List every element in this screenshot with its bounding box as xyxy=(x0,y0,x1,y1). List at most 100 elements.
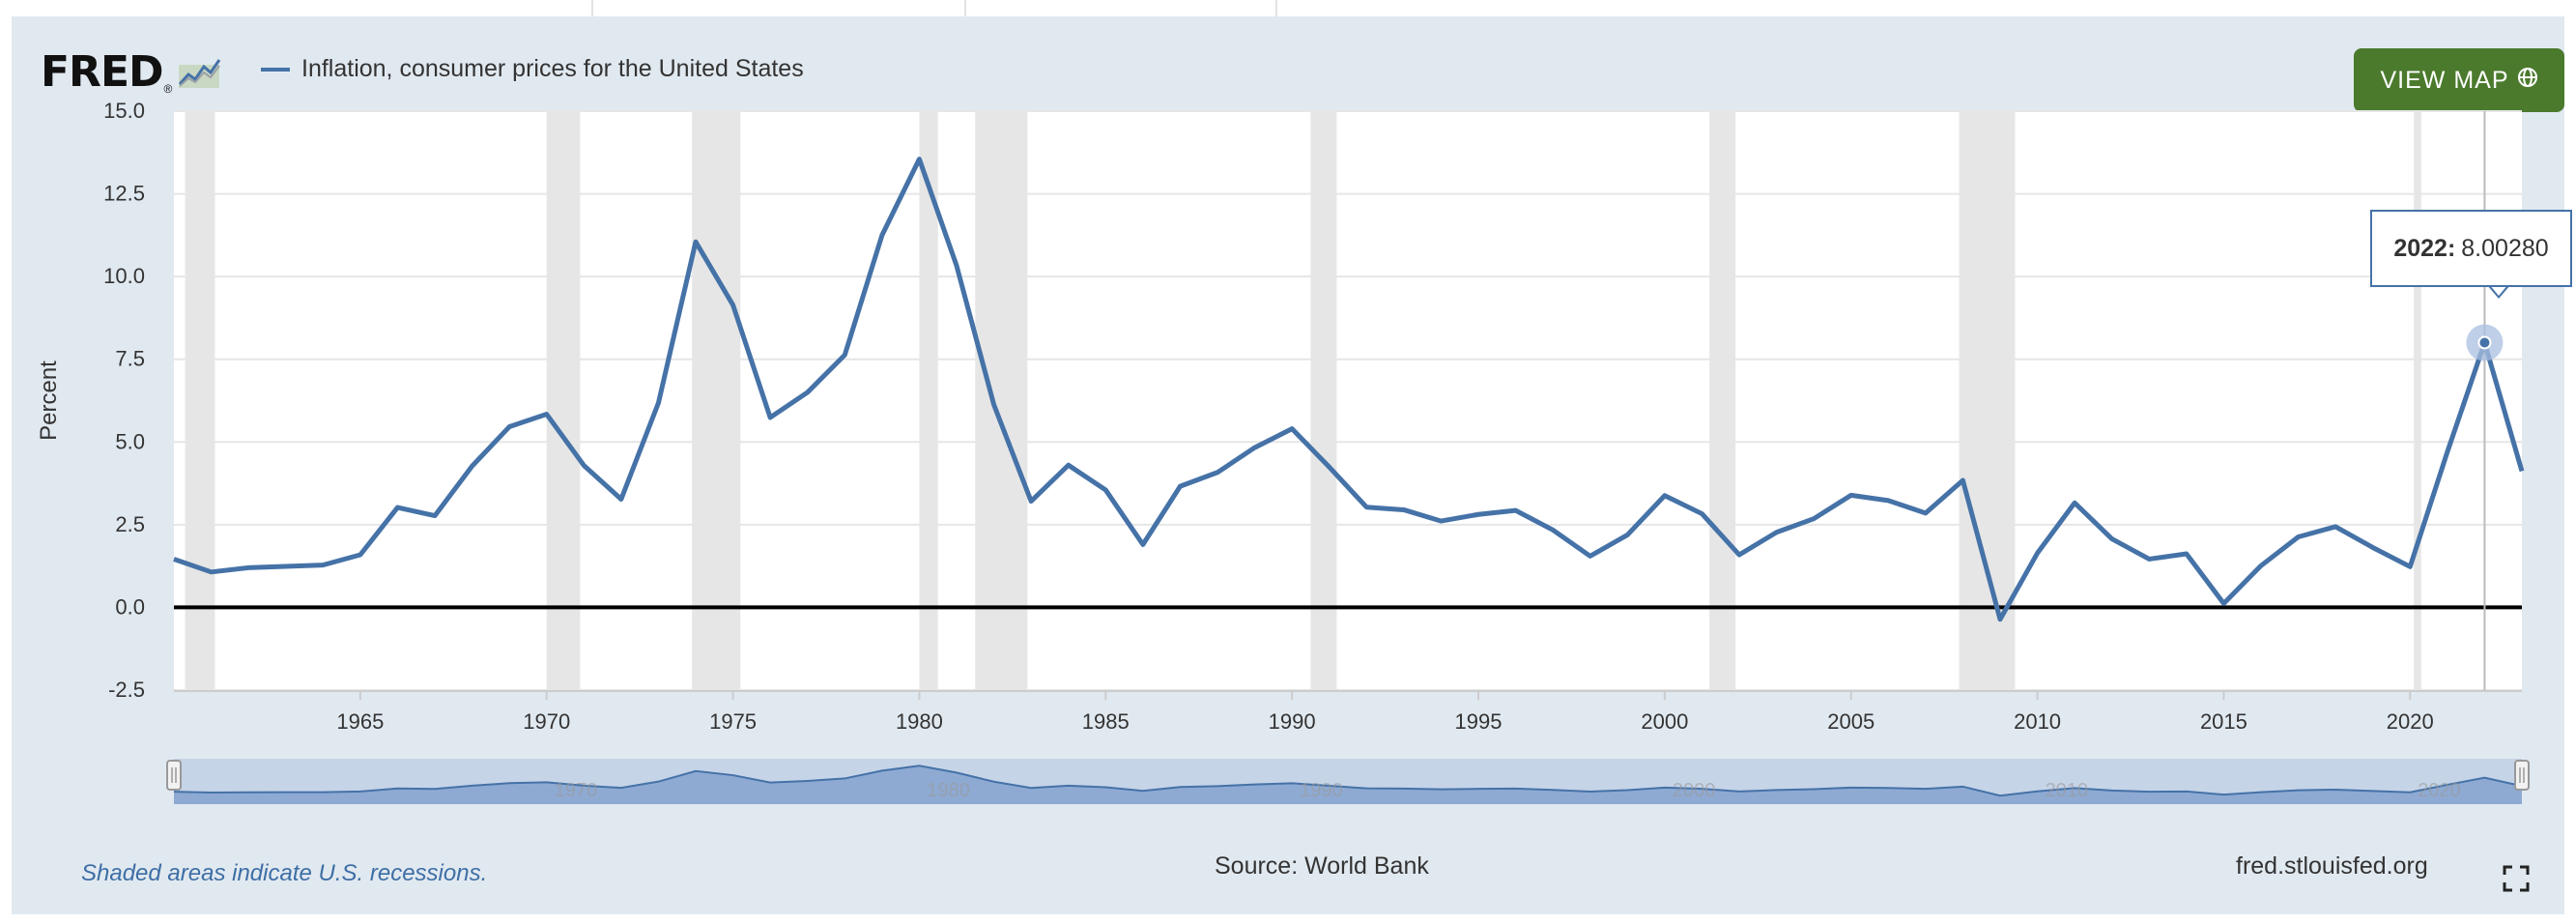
series-legend[interactable]: Inflation, consumer prices for the Unite… xyxy=(261,55,804,83)
data-point xyxy=(395,505,399,509)
data-point xyxy=(1029,500,1033,504)
fred-logo[interactable]: FRED ® xyxy=(41,45,222,100)
data-point xyxy=(1886,499,1890,503)
legend-label: Inflation, consumer prices for the Unite… xyxy=(301,55,804,82)
plot-background xyxy=(174,111,2522,690)
recession-note: Shaded areas indicate U.S. recessions. xyxy=(81,860,488,886)
x-tick-label: 1980 xyxy=(896,709,943,734)
navigator-left-handle[interactable] xyxy=(166,760,182,791)
data-point xyxy=(1141,542,1145,546)
data-point xyxy=(619,498,623,502)
fred-chart-icon xyxy=(179,59,221,88)
navigator-line xyxy=(173,765,2523,797)
y-tick-label: 7.5 xyxy=(115,347,145,371)
highlight-point xyxy=(2477,335,2492,350)
data-point xyxy=(2297,535,2301,539)
recession-band xyxy=(1310,111,1337,690)
recession-band xyxy=(975,111,1028,690)
x-tick-label: 2005 xyxy=(1827,709,1875,734)
site-link[interactable]: fred.stlouisfed.org xyxy=(2236,852,2428,880)
data-point xyxy=(1551,528,1555,532)
top-divider xyxy=(1275,0,1277,16)
data-point xyxy=(1514,508,1518,512)
x-tick-label: 2020 xyxy=(2387,709,2434,734)
y-tick-label: 0.0 xyxy=(115,594,145,619)
data-point xyxy=(2073,501,2076,505)
data-point xyxy=(545,413,549,417)
data-point xyxy=(1103,488,1107,492)
globe-icon xyxy=(2517,67,2538,95)
x-tick-label: 2010 xyxy=(2014,709,2061,734)
y-tick-label: 5.0 xyxy=(115,429,145,453)
view-map-label: VIEW MAP xyxy=(2380,66,2509,94)
data-point xyxy=(1961,478,1964,482)
data-point xyxy=(471,464,474,468)
data-point xyxy=(768,416,772,419)
data-point xyxy=(2371,545,2375,549)
data-point xyxy=(1737,553,1741,557)
data-point xyxy=(1402,507,1406,511)
data-point xyxy=(1998,618,2002,621)
view-map-button[interactable]: VIEW MAP xyxy=(2354,48,2564,112)
y-tick-label: 10.0 xyxy=(103,264,145,288)
navigator-right-handle[interactable] xyxy=(2514,760,2530,791)
data-point xyxy=(806,390,810,394)
data-point xyxy=(321,563,325,567)
data-point xyxy=(433,514,437,518)
data-point xyxy=(1364,505,1368,509)
data-point xyxy=(1812,517,1816,521)
data-point xyxy=(2147,557,2151,561)
recession-band xyxy=(185,111,215,690)
data-point xyxy=(955,264,959,268)
data-point xyxy=(284,564,288,568)
x-tick-label: 2000 xyxy=(1641,709,1688,734)
x-tick-label: 1970 xyxy=(523,709,570,734)
data-point xyxy=(1178,484,1182,488)
data-point xyxy=(2259,563,2263,567)
x-tick-label: 1995 xyxy=(1455,709,1503,734)
data-point xyxy=(1775,531,1779,534)
recession-band xyxy=(1709,111,1736,690)
data-point xyxy=(917,158,921,161)
top-divider xyxy=(964,0,966,16)
data-point xyxy=(210,570,214,574)
data-point xyxy=(2036,551,2040,555)
y-tick-label: 12.5 xyxy=(103,182,145,206)
data-point xyxy=(694,240,698,244)
y-axis-label: Percent xyxy=(36,361,62,441)
data-point xyxy=(1328,465,1331,469)
source-label: Source: World Bank xyxy=(1215,852,1429,880)
chart-tooltip: 2022: 8.00280 xyxy=(2370,210,2572,287)
data-point xyxy=(507,425,511,429)
data-point xyxy=(358,553,362,557)
recession-band xyxy=(919,111,938,690)
x-tick-label: 1975 xyxy=(709,709,757,734)
data-point xyxy=(1216,471,1219,475)
recession-band xyxy=(692,111,741,690)
navigator-label: 2010 xyxy=(2046,780,2089,801)
data-point xyxy=(2520,469,2524,473)
recession-band xyxy=(2414,111,2421,690)
data-point xyxy=(1439,519,1443,523)
data-point xyxy=(246,565,250,569)
top-divider xyxy=(591,0,593,16)
fred-logo-reg: ® xyxy=(163,82,173,96)
y-tick-label: 15.0 xyxy=(103,99,145,123)
graph-frame: FRED ® Inflation, consumer prices for th… xyxy=(12,16,2572,914)
chart-area[interactable]: 15.0 12.5 10.0 7.5 5.0 2.5 0.0 -2.5 Percent 1965 1… xyxy=(12,16,2564,914)
x-tick-label: 1965 xyxy=(336,709,384,734)
data-point xyxy=(1476,512,1480,516)
data-point xyxy=(880,233,884,237)
navigator-label: 1990 xyxy=(1300,780,1343,801)
data-point xyxy=(582,464,586,468)
navigator-label: 2020 xyxy=(2418,780,2461,801)
navigator-label: 1970 xyxy=(555,780,598,801)
data-point xyxy=(656,401,660,405)
fred-logo-text: FRED xyxy=(41,47,164,97)
data-point xyxy=(1924,511,1928,515)
y-tick-label: 2.5 xyxy=(115,512,145,536)
data-point xyxy=(2408,564,2412,568)
data-point xyxy=(1290,427,1294,431)
data-point xyxy=(1663,494,1667,498)
fullscreen-icon[interactable] xyxy=(2503,865,2530,892)
